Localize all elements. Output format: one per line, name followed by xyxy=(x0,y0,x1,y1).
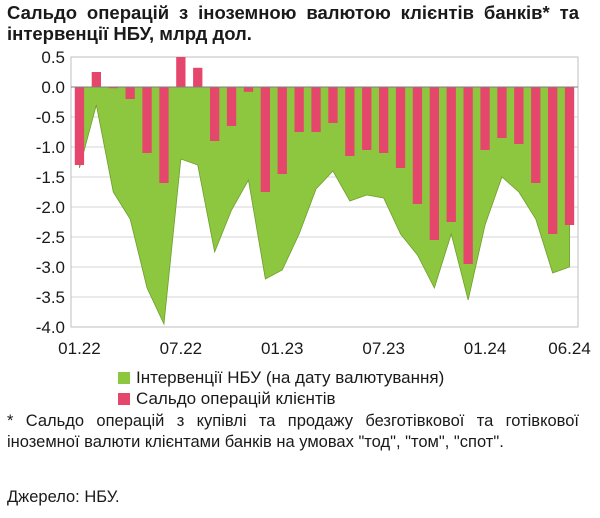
bar-clients-balance xyxy=(260,87,270,192)
bar-clients-balance xyxy=(429,87,439,240)
x-tick-label: 01.22 xyxy=(58,339,101,358)
series-interventions-area xyxy=(79,86,570,326)
x-tick-label: 06.24 xyxy=(548,339,591,358)
plot-border xyxy=(70,56,579,328)
bar-clients-balance xyxy=(108,87,118,89)
y-tick-label: -1.5 xyxy=(36,168,65,187)
bar-clients-balance xyxy=(497,87,507,138)
bar-clients-balance xyxy=(548,87,558,234)
bar-clients-balance xyxy=(395,87,406,168)
chart-title: Сальдо операцій з іноземною валютою кліє… xyxy=(7,2,579,44)
legend-swatch-clients-balance xyxy=(118,392,130,405)
bar-clients-balance xyxy=(463,87,473,264)
y-tick-label: -2.0 xyxy=(36,198,65,217)
bar-clients-balance xyxy=(91,72,101,87)
bar-clients-balance xyxy=(142,87,152,153)
y-tick-label: 0.5 xyxy=(41,48,65,67)
x-tick-label: 07.22 xyxy=(160,339,203,358)
bar-clients-balance xyxy=(159,87,169,183)
bar-clients-balance xyxy=(480,87,490,150)
legend-label-clients-balance: Сальдо операцій клієнтів xyxy=(136,389,336,408)
bar-clients-balance xyxy=(345,87,355,156)
y-tick-label: -1.0 xyxy=(36,138,65,157)
legend-swatch-interventions xyxy=(118,371,130,384)
footnote: * Сальдо операцій з купівлі та продажу б… xyxy=(7,412,579,451)
legend-item-clients-balance: Сальдо операцій клієнтів xyxy=(118,388,444,409)
x-tick-label: 07.23 xyxy=(362,339,405,358)
bar-clients-balance xyxy=(311,87,321,132)
y-tick-label: -4.0 xyxy=(36,318,65,337)
bar-clients-balance xyxy=(125,87,135,99)
source-note: Джерело: НБУ. xyxy=(7,488,120,506)
bar-clients-balance xyxy=(514,87,524,144)
bar-clients-balance xyxy=(328,87,338,123)
bar-clients-balance xyxy=(176,57,186,87)
bar-clients-balance xyxy=(193,67,203,87)
bar-clients-balance xyxy=(243,87,254,92)
y-tick-label: -0.5 xyxy=(36,108,65,127)
bar-clients-balance xyxy=(379,87,389,153)
legend: Інтервенції НБУ (на дату валютування) Са… xyxy=(118,367,444,409)
bar-clients-balance xyxy=(412,87,423,204)
x-tick-label: 01.23 xyxy=(261,339,304,358)
bar-clients-balance xyxy=(277,87,287,174)
legend-item-interventions: Інтервенції НБУ (на дату валютування) xyxy=(118,367,444,388)
bar-clients-balance xyxy=(74,87,85,165)
legend-label-interventions: Інтервенції НБУ (на дату валютування) xyxy=(136,368,445,387)
chart: 0.5 0.0 -0.5 -1.0 -1.5 -2.0 -2.5 -3.0 -3.5 -4.0 01… xyxy=(36,48,591,358)
bar-clients-balance xyxy=(294,87,304,132)
y-tick-label: 0.0 xyxy=(41,78,65,97)
y-tick-label: -2.5 xyxy=(36,228,65,247)
bar-clients-balance xyxy=(210,87,220,141)
y-tick-label: -3.0 xyxy=(36,258,65,277)
bar-clients-balance xyxy=(531,87,541,183)
x-tick-label: 01.24 xyxy=(464,339,507,358)
bar-clients-balance xyxy=(226,87,237,126)
y-tick-label: -3.5 xyxy=(36,288,65,307)
bar-clients-balance xyxy=(446,87,456,222)
bar-clients-balance xyxy=(362,87,372,150)
bar-clients-balance xyxy=(564,87,575,225)
